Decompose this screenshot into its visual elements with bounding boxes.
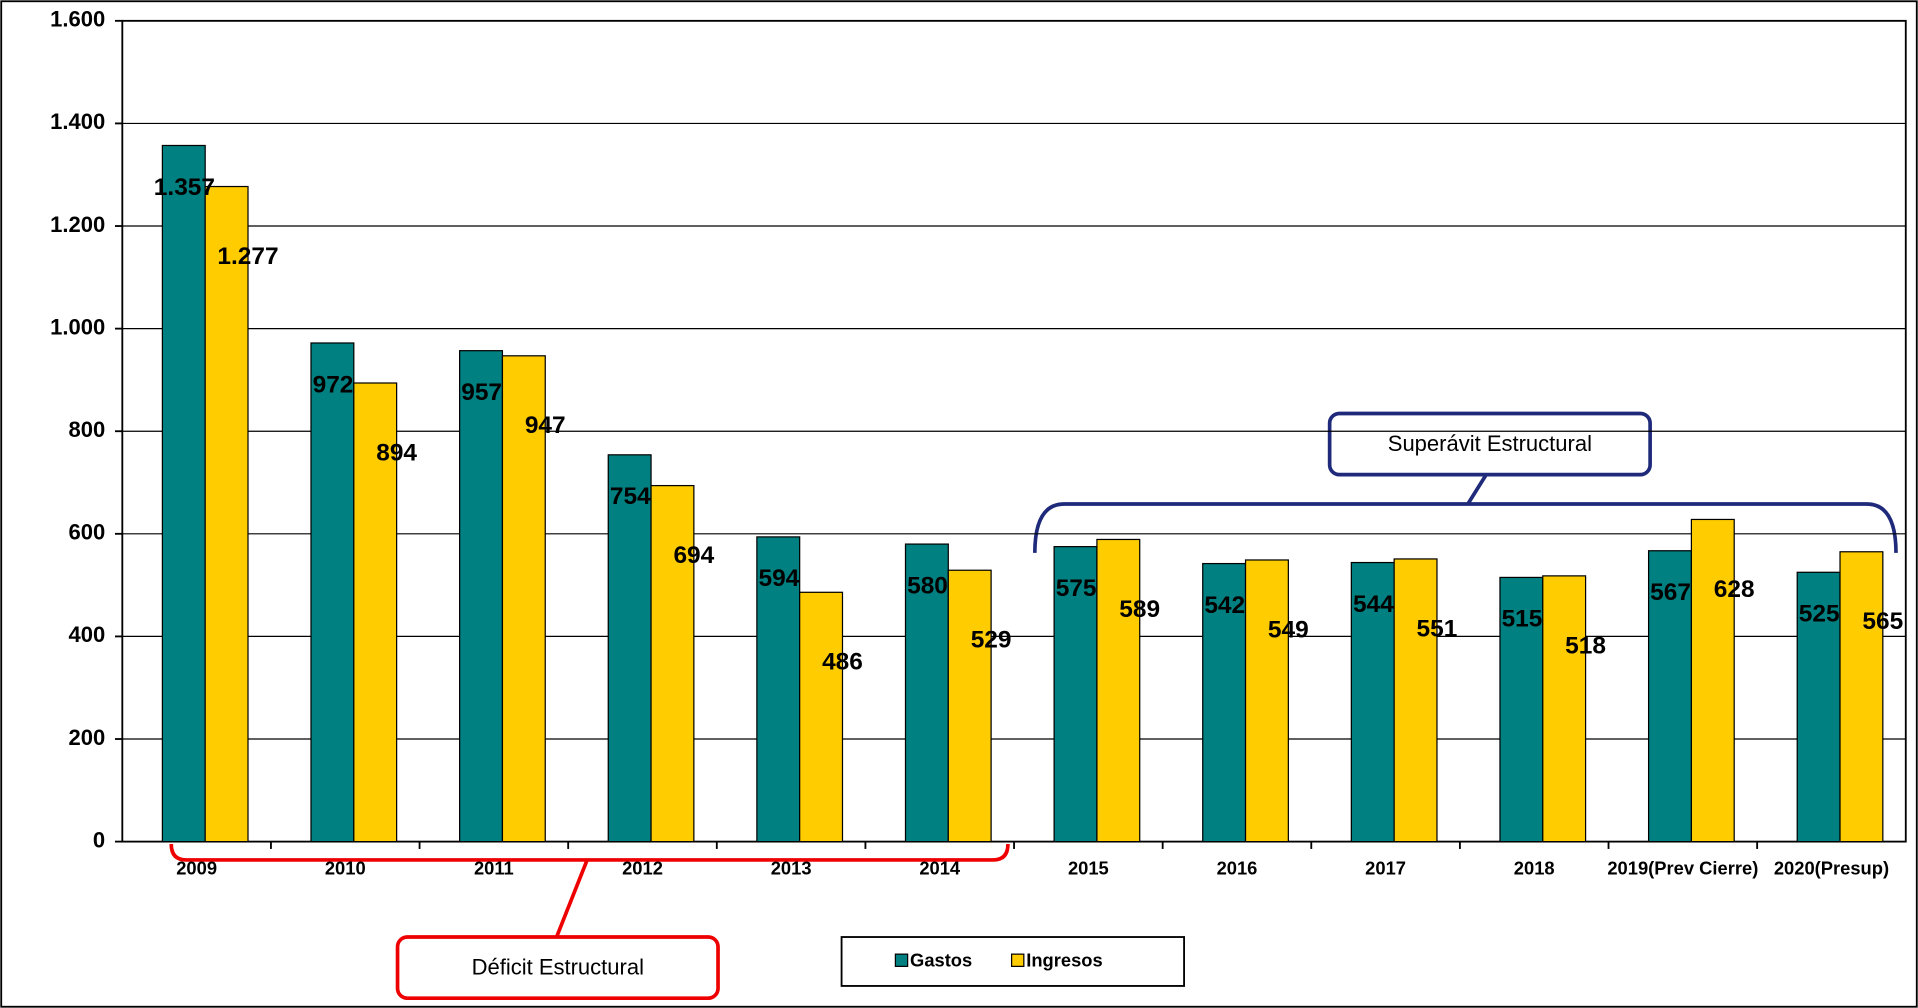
x-tick-label: 2019(Prev Cierre) xyxy=(1607,858,1759,880)
data-label: 947 xyxy=(525,412,566,439)
data-label: 567 xyxy=(1650,579,1691,606)
x-tick-label: 2014 xyxy=(919,858,961,880)
data-label: 894 xyxy=(376,439,417,466)
data-label: 525 xyxy=(1799,601,1840,628)
x-tick-label-box: 2020(Presup) xyxy=(1773,858,1890,880)
data-label: 754 xyxy=(610,483,651,510)
x-tick-label: 2018 xyxy=(1513,858,1555,880)
bar xyxy=(1350,561,1395,843)
data-label: 529 xyxy=(971,627,1012,654)
bar xyxy=(756,536,801,843)
data-label: 515 xyxy=(1502,606,1543,633)
x-tick-label: 2016 xyxy=(1216,858,1258,880)
data-label: 575 xyxy=(1056,575,1097,602)
data-label: 589 xyxy=(1119,596,1160,623)
data-label: 594 xyxy=(758,565,799,592)
data-label: 580 xyxy=(907,572,948,599)
x-tick-label-box: 2014 xyxy=(919,858,961,880)
x-tick-label: 2010 xyxy=(324,858,366,880)
data-label: 551 xyxy=(1417,615,1458,642)
data-label: 549 xyxy=(1268,616,1309,643)
superavit-box xyxy=(1327,411,1652,477)
y-tick-label: 800 xyxy=(68,417,105,442)
superavit-pointer xyxy=(1466,473,1488,505)
bar xyxy=(799,591,844,843)
y-tick-label: 0 xyxy=(93,827,105,852)
y-tick-label: 1.000 xyxy=(50,314,105,339)
bar xyxy=(1839,551,1884,843)
data-label: 486 xyxy=(822,649,863,676)
x-tick-label-box: 2015 xyxy=(1067,858,1109,880)
y-tick-label: 400 xyxy=(68,622,105,647)
bar xyxy=(1096,538,1141,843)
data-label: 1.277 xyxy=(217,243,278,270)
bar xyxy=(947,569,992,843)
x-tick-label-box: 2010 xyxy=(324,858,366,880)
bar xyxy=(204,185,249,843)
x-tick-label-box: 2018 xyxy=(1513,858,1555,880)
data-label: 628 xyxy=(1714,576,1755,603)
bar xyxy=(607,454,652,843)
data-label: 565 xyxy=(1862,608,1903,635)
data-label: 972 xyxy=(313,371,354,398)
legend-swatch xyxy=(894,953,909,967)
y-tick-label: 600 xyxy=(68,520,105,545)
x-tick-label: 2011 xyxy=(473,858,514,880)
annotation: Superávit Estructural xyxy=(1388,431,1592,456)
data-label: 544 xyxy=(1353,591,1394,618)
data-label: 1.357 xyxy=(154,174,215,201)
bar xyxy=(459,350,504,843)
x-tick-label-box: 2009 xyxy=(176,858,218,880)
x-tick-label: 2013 xyxy=(770,858,812,880)
x-tick-label-box: 2017 xyxy=(1365,858,1407,880)
x-tick-label-box: 2012 xyxy=(622,858,663,880)
data-label: 694 xyxy=(673,542,714,569)
data-label: 518 xyxy=(1565,632,1606,659)
deficit-bracket xyxy=(169,843,1010,862)
legend-swatch xyxy=(1010,953,1025,967)
annotation: Déficit Estructural xyxy=(472,955,644,980)
legend-label: Ingresos xyxy=(1026,949,1102,970)
y-tick-label: 1.200 xyxy=(50,212,105,237)
y-tick-label: 200 xyxy=(68,725,105,750)
x-tick-label: 2020(Presup) xyxy=(1773,858,1890,880)
y-tick-label: 1.400 xyxy=(50,109,105,134)
x-tick-label: 2012 xyxy=(622,858,663,880)
y-tick-label: 1.600 xyxy=(50,7,105,32)
x-tick-label-box: 2011 xyxy=(473,858,514,880)
x-tick-label-box: 2016 xyxy=(1216,858,1258,880)
bar xyxy=(161,144,206,843)
x-tick-label: 2015 xyxy=(1067,858,1109,880)
deficit-box xyxy=(395,935,720,1001)
x-tick-label: 2017 xyxy=(1365,858,1407,880)
bar xyxy=(1690,518,1735,843)
bar xyxy=(1796,571,1841,843)
x-tick-label: 2009 xyxy=(176,858,218,880)
bar xyxy=(1053,546,1098,843)
deficit-pointer xyxy=(554,859,589,938)
x-tick-label-box: 2013 xyxy=(770,858,812,880)
bar xyxy=(650,484,695,843)
bar xyxy=(501,355,546,843)
bar xyxy=(904,543,949,843)
bar xyxy=(1393,558,1438,843)
x-tick-label-box: 2019(Prev Cierre) xyxy=(1607,858,1759,880)
bar xyxy=(310,342,355,843)
legend-label: Gastos xyxy=(910,949,972,970)
bar xyxy=(1542,575,1587,843)
bar xyxy=(1499,576,1544,843)
bar xyxy=(353,382,398,843)
bar xyxy=(1647,550,1693,843)
bar xyxy=(1244,559,1289,843)
data-label: 542 xyxy=(1204,592,1245,619)
data-label: 957 xyxy=(461,379,502,406)
superavit-bracket xyxy=(1033,502,1898,553)
